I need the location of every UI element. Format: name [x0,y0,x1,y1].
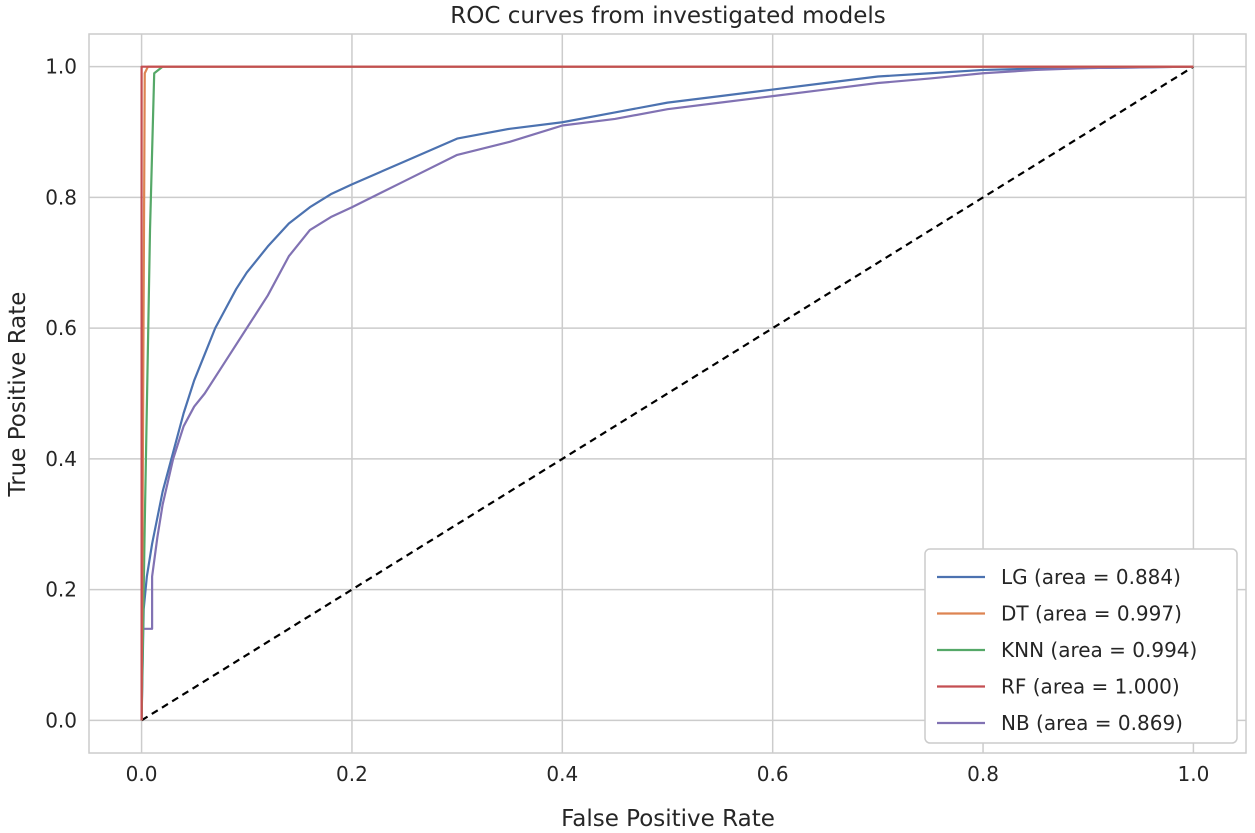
x-tick-label: 0.4 [546,762,578,786]
legend-label: DT (area = 0.997) [1001,602,1182,626]
y-axis-label: True Positive Rate [5,292,31,498]
x-tick-label: 0.6 [757,762,789,786]
legend-box [924,548,1238,744]
chance-diagonal-line [141,65,1194,722]
y-tick-label: 0.6 [45,316,77,340]
series-line-lg [140,65,1194,721]
reference-line-group [141,65,1194,722]
chart-title: ROC curves from investigated models [450,3,886,29]
legend-label: RF (area = 1.000) [1001,675,1180,699]
legend-label: NB (area = 0.869) [1001,711,1183,735]
series-group [140,65,1194,721]
x-tick-label: 0.8 [967,762,999,786]
x-tick-labels: 0.0 0.2 0.4 0.6 0.8 1.0 [126,762,1210,786]
legend: LG (area = 0.884) DT (area = 0.997) KNN (a… [924,548,1238,744]
x-tick-label: 1.0 [1178,762,1210,786]
y-tick-label: 0.2 [45,578,77,602]
x-axis-label: False Positive Rate [561,806,775,832]
legend-label: KNN (area = 0.994) [1001,638,1197,662]
x-tick-label: 0.2 [336,762,368,786]
y-tick-label: 0.0 [45,708,77,732]
series-line-rf [140,65,1194,721]
y-tick-label: 0.4 [45,447,77,471]
series-line-nb [140,65,1194,721]
y-tick-label: 1.0 [45,55,77,79]
x-tick-label: 0.0 [126,762,158,786]
y-tick-labels: 0.0 0.2 0.4 0.6 0.8 1.0 [45,55,77,733]
y-tick-label: 0.8 [45,185,77,209]
legend-label: LG (area = 0.884) [1001,565,1181,589]
